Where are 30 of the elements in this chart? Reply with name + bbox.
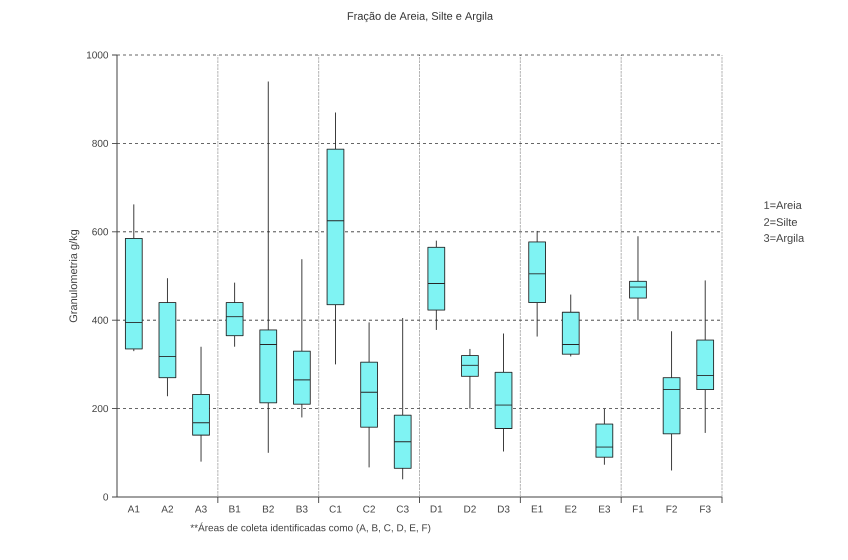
y-tick-label: 200	[92, 405, 108, 412]
x-tick-label: E1	[532, 506, 543, 512]
x-axis-title: **Áreas de coleta identificadas como (A, B, C, D, E, F)	[190, 522, 430, 534]
x-tick-label: A3	[194, 506, 207, 513]
x-tick-label: D1	[430, 506, 442, 512]
x-tick-label: B3	[296, 506, 308, 513]
x-tick-label: C2	[363, 506, 375, 513]
x-tick-label: D3	[498, 506, 510, 513]
x-tick-label: E2	[565, 506, 576, 513]
x-tick-label: B1	[229, 506, 240, 512]
x-tick-label: E3	[599, 506, 610, 513]
x-tick-label: F3	[700, 506, 711, 513]
x-tick-label: D2	[464, 506, 476, 513]
chart-title: Fração de Areia, Silte e Argila	[348, 12, 494, 22]
y-tick-label: 1000	[86, 51, 108, 59]
text: 2=Silte	[764, 218, 797, 226]
y-tick-label: 600	[92, 228, 108, 236]
x-tick-label: B2	[262, 506, 274, 513]
text: 1=Areia	[764, 200, 802, 210]
x-tick-label: F2	[666, 506, 677, 513]
x-tick-label: C1	[330, 506, 342, 513]
x-tick-label: F1	[632, 506, 644, 512]
text: 3=Argila	[764, 234, 804, 244]
x-tick-label: C3	[396, 506, 409, 513]
y-tick-label: 400	[92, 316, 108, 324]
x-tick-label: A2	[161, 506, 174, 513]
x-tick-label: A1	[128, 506, 140, 512]
y-axis-title: Granulometria g/kg	[69, 230, 80, 322]
y-tick-label: 0	[103, 493, 108, 501]
y-tick-label: 800	[92, 140, 108, 147]
